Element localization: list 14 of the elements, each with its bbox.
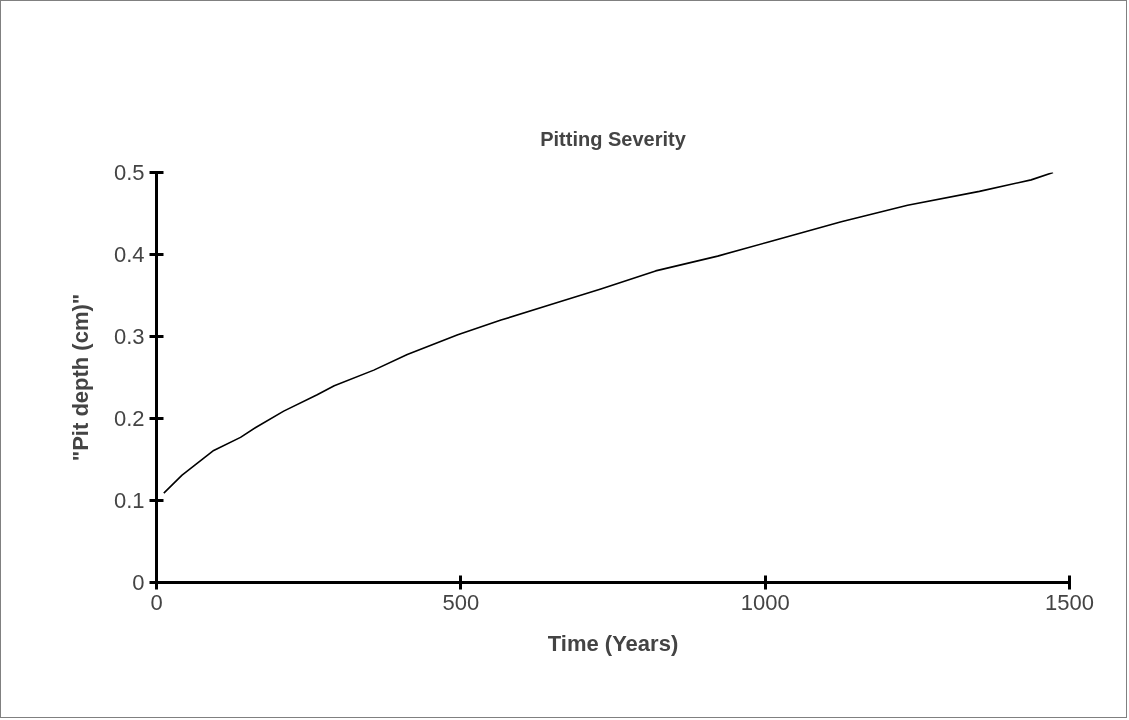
y-tick-label: 0 xyxy=(132,570,145,595)
x-axis-title: Time (Years) xyxy=(547,630,679,656)
y-tick-label: 0.3 xyxy=(113,324,145,349)
x-tick-label: 0 xyxy=(150,589,163,615)
line-series xyxy=(163,172,1054,494)
y-tick-label: 0.5 xyxy=(113,160,145,185)
y-tick-label: 0.2 xyxy=(113,406,145,431)
x-tick-label: 1500 xyxy=(1045,589,1094,615)
x-tick-label: 1000 xyxy=(740,589,790,615)
chart-title: Pitting Severity xyxy=(540,128,687,150)
y-tick-label: 0.4 xyxy=(113,242,145,267)
y-axis-title: "Pit depth (cm)" xyxy=(67,293,93,462)
x-tick-label: 500 xyxy=(442,589,480,615)
y-tick-label: 0.1 xyxy=(113,488,145,513)
